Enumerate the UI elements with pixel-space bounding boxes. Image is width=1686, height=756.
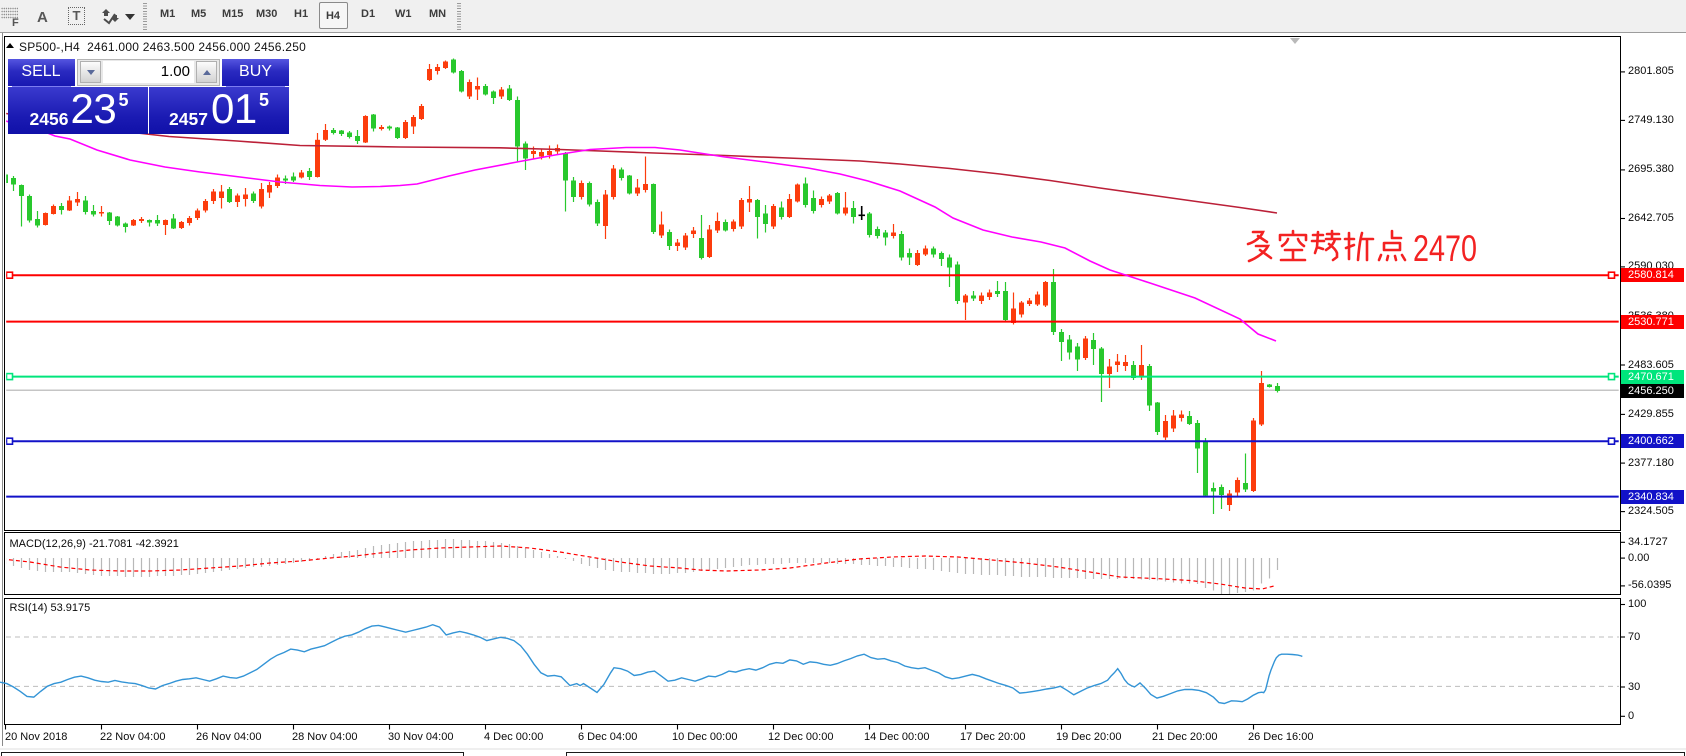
svg-text:2470: 2470 — [1413, 228, 1477, 269]
